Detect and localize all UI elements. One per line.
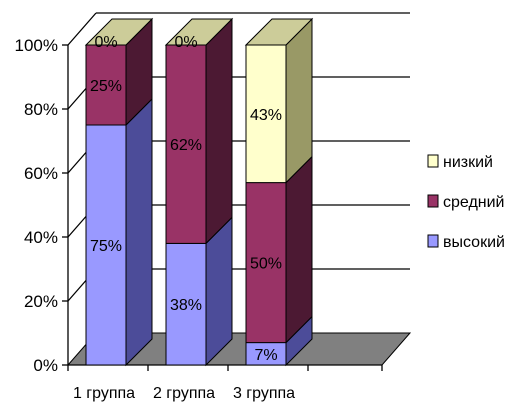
- data-label: 43%: [250, 107, 282, 124]
- data-label: 75%: [90, 238, 122, 255]
- category-label: 1 группа: [73, 385, 135, 402]
- data-label: 7%: [254, 347, 277, 364]
- legend-swatch: [427, 154, 439, 168]
- bar-side-3-2: [285, 155, 313, 344]
- data-label: 25%: [90, 78, 122, 95]
- data-label: 0%: [174, 34, 197, 51]
- legend: низкий средний высокий: [427, 154, 505, 251]
- category-label: 2 группа: [153, 385, 215, 402]
- bar-side-3-3: [285, 17, 313, 184]
- y-tick-label: 80%: [24, 100, 58, 119]
- bar-front-1-1: [85, 124, 127, 366]
- legend-swatch: [427, 194, 439, 208]
- bar-top-3: [244, 18, 314, 46]
- data-label: 50%: [250, 256, 282, 273]
- y-tick-label: 20%: [24, 292, 58, 311]
- bar-side-2-2: [205, 17, 233, 245]
- bar-front-3-2: [245, 182, 287, 344]
- data-label: 62%: [170, 137, 202, 154]
- bar-front-3-3: [245, 44, 287, 184]
- y-tick-label: 60%: [24, 164, 58, 183]
- y-tick-label: 0%: [33, 356, 58, 375]
- legend-swatch: [427, 234, 439, 248]
- category-label: 3 группа: [233, 385, 295, 402]
- data-labels: 75% 25% 0% 38% 62% 0% 7% 50% 43%: [90, 34, 282, 364]
- bar-front-2-1: [165, 242, 207, 366]
- legend-label: низкий: [443, 154, 493, 171]
- bar-front-2-2: [165, 44, 207, 244]
- legend-label: средний: [443, 194, 505, 211]
- data-label: 38%: [170, 297, 202, 314]
- y-tick-label: 100%: [15, 36, 58, 55]
- bar-series: [84, 17, 314, 367]
- x-axis-labels: 1 группа 2 группа 3 группа: [73, 385, 295, 402]
- y-axis: 0% 20% 40% 60% 80% 100%: [15, 36, 383, 375]
- y-tick-label: 40%: [24, 228, 58, 247]
- gridline-side: [67, 12, 97, 46]
- data-label: 0%: [94, 34, 117, 51]
- bar-side-1-1: [125, 97, 153, 367]
- legend-label: высокий: [443, 234, 505, 251]
- bar-top-1: [84, 18, 154, 46]
- bar-top-2: [164, 18, 234, 46]
